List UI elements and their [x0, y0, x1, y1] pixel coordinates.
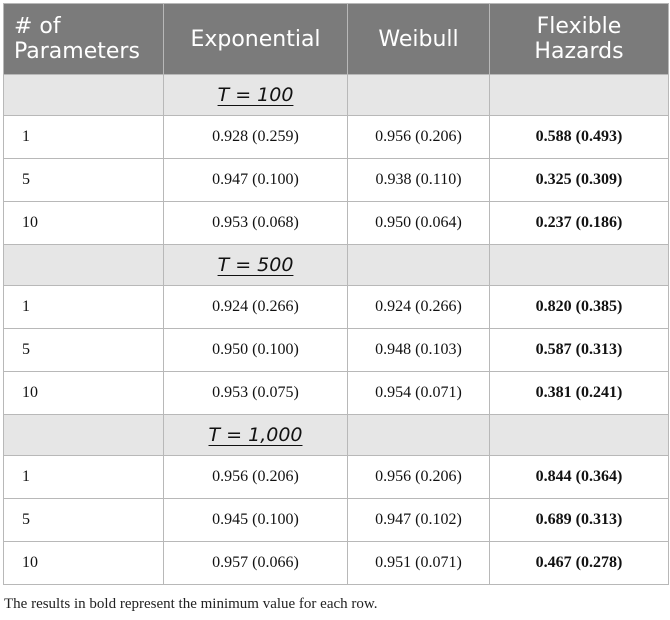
flexible-cell: 0.467 (0.278) [489, 541, 669, 585]
weibull-cell: 0.950 (0.064) [347, 201, 490, 245]
params-cell: 5 [3, 158, 164, 202]
header-exponential: Exponential [163, 3, 348, 75]
weibull-cell: 0.954 (0.071) [347, 371, 490, 415]
table-row: 10 0.953 (0.068) 0.950 (0.064) 0.237 (0.… [3, 201, 669, 245]
params-cell: 1 [3, 285, 164, 329]
flexible-cell: 0.381 (0.241) [489, 371, 669, 415]
section-empty-cell [347, 74, 490, 116]
flexible-cell: 0.237 (0.186) [489, 201, 669, 245]
table-footnote: The results in bold represent the minimu… [4, 596, 378, 612]
exponential-cell: 0.953 (0.075) [163, 371, 348, 415]
section-label: T = 100 [163, 74, 348, 116]
table-row: 5 0.950 (0.100) 0.948 (0.103) 0.587 (0.3… [3, 328, 669, 372]
table-row: 1 0.956 (0.206) 0.956 (0.206) 0.844 (0.3… [3, 455, 669, 499]
section-row: T = 500 [3, 244, 669, 286]
exponential-cell: 0.950 (0.100) [163, 328, 348, 372]
exponential-cell: 0.957 (0.066) [163, 541, 348, 585]
params-cell: 5 [3, 328, 164, 372]
section-row: T = 100 [3, 74, 669, 116]
section-empty-cell [3, 414, 164, 456]
section-empty-cell [489, 74, 669, 116]
weibull-cell: 0.956 (0.206) [347, 115, 490, 159]
section-empty-cell [489, 244, 669, 286]
section-empty-cell [347, 244, 490, 286]
weibull-cell: 0.951 (0.071) [347, 541, 490, 585]
params-cell: 10 [3, 541, 164, 585]
params-cell: 10 [3, 371, 164, 415]
flexible-cell: 0.820 (0.385) [489, 285, 669, 329]
section-empty-cell [3, 74, 164, 116]
exponential-cell: 0.947 (0.100) [163, 158, 348, 202]
exponential-cell: 0.945 (0.100) [163, 498, 348, 542]
table-row: 10 0.953 (0.075) 0.954 (0.071) 0.381 (0.… [3, 371, 669, 415]
header-parameters: # of Parameters [3, 3, 164, 75]
flexible-cell: 0.325 (0.309) [489, 158, 669, 202]
params-cell: 10 [3, 201, 164, 245]
weibull-cell: 0.924 (0.266) [347, 285, 490, 329]
weibull-cell: 0.956 (0.206) [347, 455, 490, 499]
table-row: 5 0.945 (0.100) 0.947 (0.102) 0.689 (0.3… [3, 498, 669, 542]
section-label: T = 1,000 [163, 414, 348, 456]
exponential-cell: 0.928 (0.259) [163, 115, 348, 159]
exponential-cell: 0.924 (0.266) [163, 285, 348, 329]
weibull-cell: 0.947 (0.102) [347, 498, 490, 542]
section-empty-cell [489, 414, 669, 456]
flexible-cell: 0.588 (0.493) [489, 115, 669, 159]
table-row: 1 0.924 (0.266) 0.924 (0.266) 0.820 (0.3… [3, 285, 669, 329]
section-empty-cell [3, 244, 164, 286]
params-cell: 1 [3, 455, 164, 499]
header-weibull: Weibull [347, 3, 490, 75]
params-cell: 5 [3, 498, 164, 542]
flexible-cell: 0.689 (0.313) [489, 498, 669, 542]
header-row: # of Parameters Exponential Weibull Flex… [3, 3, 669, 75]
exponential-cell: 0.956 (0.206) [163, 455, 348, 499]
section-row: T = 1,000 [3, 414, 669, 456]
section-empty-cell [347, 414, 490, 456]
table-row: 1 0.928 (0.259) 0.956 (0.206) 0.588 (0.4… [3, 115, 669, 159]
header-flexible-hazards: Flexible Hazards [489, 3, 669, 75]
table-row: 10 0.957 (0.066) 0.951 (0.071) 0.467 (0.… [3, 541, 669, 585]
section-label: T = 500 [163, 244, 348, 286]
weibull-cell: 0.948 (0.103) [347, 328, 490, 372]
flexible-cell: 0.844 (0.364) [489, 455, 669, 499]
exponential-cell: 0.953 (0.068) [163, 201, 348, 245]
weibull-cell: 0.938 (0.110) [347, 158, 490, 202]
params-cell: 1 [3, 115, 164, 159]
table-row: 5 0.947 (0.100) 0.938 (0.110) 0.325 (0.3… [3, 158, 669, 202]
results-table: # of Parameters Exponential Weibull Flex… [3, 3, 669, 585]
flexible-cell: 0.587 (0.313) [489, 328, 669, 372]
